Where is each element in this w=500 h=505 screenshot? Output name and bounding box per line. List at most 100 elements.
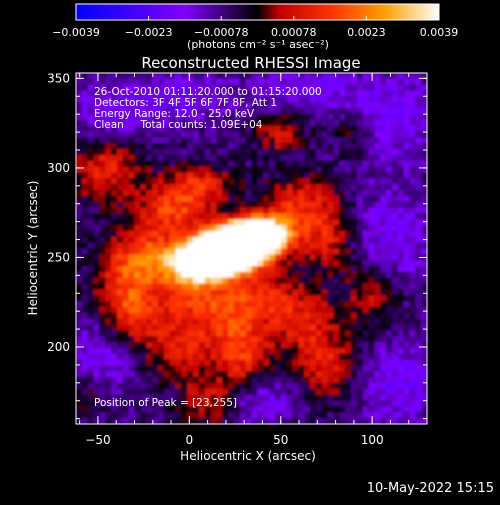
heatmap-cell — [409, 400, 416, 408]
heatmap-cell — [175, 236, 182, 244]
heatmap-cell — [280, 125, 288, 133]
heatmap-cell — [222, 406, 229, 413]
heatmap-cell — [310, 108, 317, 115]
heatmap-cell — [257, 84, 264, 92]
heatmap-cell — [345, 113, 352, 121]
heatmap-cell — [216, 219, 223, 226]
heatmap-cell — [76, 412, 83, 419]
heatmap-cell — [269, 108, 276, 115]
heatmap-cell — [409, 359, 416, 367]
heatmap-cell — [327, 207, 334, 214]
heatmap-cell — [421, 260, 427, 267]
heatmap-cell — [339, 131, 346, 138]
heatmap-cell — [356, 418, 364, 424]
heatmap-cell — [111, 295, 118, 302]
heatmap-cell — [386, 307, 393, 314]
heatmap-cell — [105, 84, 112, 92]
heatmap-cell — [292, 406, 299, 413]
heatmap-cell — [216, 342, 223, 349]
heatmap-cell — [280, 219, 288, 226]
heatmap-cell — [415, 248, 422, 255]
heatmap-cell — [233, 225, 241, 232]
heatmap-cell — [339, 108, 346, 115]
heatmap-cell — [76, 178, 83, 185]
heatmap-cell — [210, 225, 217, 232]
heatmap-cell — [134, 266, 141, 273]
heatmap-cell — [386, 260, 393, 267]
heatmap-cell — [228, 318, 235, 326]
heatmap-cell — [222, 78, 229, 86]
heatmap-cell — [93, 230, 100, 238]
heatmap-cell — [216, 213, 223, 220]
date-stamp: 10-May-2022 15:15 — [366, 481, 494, 496]
heatmap-cell — [134, 412, 141, 419]
heatmap-cell — [269, 113, 276, 121]
heatmap-cell — [310, 271, 317, 279]
heatmap-cell — [105, 166, 112, 174]
heatmap-cell — [327, 383, 334, 390]
heatmap-cell — [204, 178, 212, 185]
heatmap-cell — [339, 219, 346, 226]
heatmap-cell — [175, 143, 182, 150]
heatmap-cell — [251, 266, 258, 273]
heatmap-cell — [257, 271, 264, 279]
heatmap-cell — [233, 295, 241, 302]
heatmap-cell — [362, 178, 370, 185]
heatmap-cell — [81, 219, 89, 226]
heatmap-cell — [152, 73, 159, 80]
heatmap-cell — [239, 78, 247, 86]
heatmap-cell — [415, 242, 422, 250]
heatmap-cell — [175, 342, 182, 349]
heatmap-cell — [152, 108, 159, 115]
heatmap-cell — [304, 160, 311, 168]
heatmap-cell — [146, 359, 153, 367]
heatmap-cell — [99, 400, 106, 408]
heatmap-cell — [157, 406, 165, 413]
heatmap-cell — [152, 213, 159, 220]
heatmap-cell — [315, 412, 323, 419]
heatmap-cell — [187, 195, 194, 203]
heatmap-cell — [210, 307, 217, 314]
heatmap-cell — [327, 73, 334, 80]
heatmap-cell — [345, 84, 352, 92]
heatmap-cell — [374, 400, 381, 408]
heatmap-cell — [350, 90, 358, 97]
heatmap-cell — [397, 388, 405, 396]
heatmap-cell — [233, 119, 241, 127]
heatmap-cell — [76, 131, 83, 138]
heatmap-cell — [187, 178, 194, 185]
heatmap-cell — [362, 412, 370, 419]
heatmap-cell — [140, 406, 147, 413]
heatmap-cell — [386, 96, 393, 103]
heatmap-cell — [257, 90, 264, 97]
heatmap-cell — [327, 336, 334, 343]
heatmap-cell — [415, 342, 422, 349]
heatmap-cell — [339, 78, 346, 86]
heatmap-cell — [374, 207, 381, 214]
heatmap-cell — [93, 324, 100, 331]
heatmap-cell — [327, 377, 334, 384]
heatmap-cell — [116, 254, 124, 261]
heatmap-cell — [339, 277, 346, 285]
heatmap-cell — [216, 143, 223, 150]
heatmap-cell — [93, 312, 100, 320]
heatmap-cell — [111, 371, 118, 378]
heatmap-cell — [269, 324, 276, 331]
heatmap-cell — [76, 190, 83, 197]
heatmap-cell — [292, 342, 299, 349]
heatmap-cell — [280, 131, 288, 138]
heatmap-cell — [280, 406, 288, 413]
heatmap-cell — [134, 108, 141, 115]
heatmap-cell — [310, 166, 317, 174]
x-tick-label: 100 — [361, 433, 384, 447]
heatmap-cell — [304, 236, 311, 244]
heatmap-cell — [368, 324, 375, 331]
heatmap-cell — [175, 131, 182, 138]
heatmap-cell — [245, 377, 253, 384]
heatmap-cell — [280, 418, 288, 424]
heatmap-cell — [198, 78, 206, 86]
heatmap-cell — [386, 365, 393, 372]
heatmap-cell — [93, 336, 100, 343]
heatmap-cell — [274, 137, 282, 144]
heatmap — [76, 73, 427, 424]
